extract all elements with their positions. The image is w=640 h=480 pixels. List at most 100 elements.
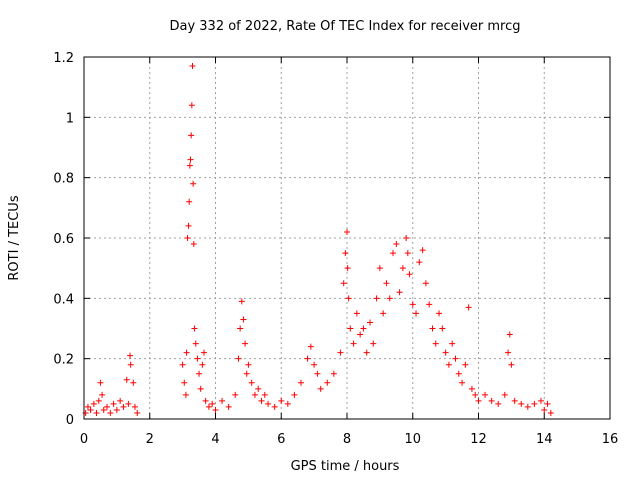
data-point <box>436 310 443 317</box>
data-point <box>390 250 397 257</box>
y-tick-label: 0.6 <box>53 232 74 247</box>
data-point <box>396 289 403 296</box>
data-point <box>409 301 416 308</box>
data-point <box>544 400 551 407</box>
data-point <box>245 361 252 368</box>
data-point <box>130 379 137 386</box>
data-point <box>251 391 258 398</box>
y-tick-label: 0.4 <box>53 292 74 307</box>
data-point <box>445 361 452 368</box>
data-point <box>192 340 199 347</box>
data-point <box>330 370 337 377</box>
data-point <box>186 198 193 205</box>
data-point <box>422 280 429 287</box>
data-point <box>426 301 433 308</box>
data-point <box>188 132 195 139</box>
x-tick-label: 8 <box>343 432 351 447</box>
x-tick-label: 14 <box>536 432 553 447</box>
data-point <box>314 370 321 377</box>
data-point <box>190 241 197 248</box>
data-point <box>475 397 482 404</box>
y-tick-label: 0 <box>66 413 74 428</box>
data-point <box>429 325 436 332</box>
y-tick-label: 0.2 <box>53 353 74 368</box>
data-point <box>360 325 367 332</box>
data-point <box>184 235 191 241</box>
x-tick-label: 0 <box>80 432 88 447</box>
data-point <box>190 180 197 187</box>
x-tick-label: 4 <box>211 432 219 447</box>
data-point <box>337 349 344 356</box>
data-point <box>439 325 446 332</box>
data-point <box>125 400 132 407</box>
data-point <box>505 349 512 356</box>
data-point <box>110 400 117 407</box>
data-point <box>271 403 278 410</box>
data-point <box>212 406 219 413</box>
data-point <box>205 403 212 410</box>
data-point <box>243 370 250 377</box>
data-point <box>107 409 114 416</box>
data-point <box>406 271 413 278</box>
data-point <box>531 400 538 407</box>
data-point <box>127 352 134 359</box>
data-point <box>209 400 216 407</box>
data-point <box>182 391 189 398</box>
data-point <box>307 343 314 350</box>
data-point <box>403 235 410 241</box>
data-points <box>82 63 554 416</box>
data-point <box>393 241 400 248</box>
data-point <box>284 400 291 407</box>
data-point <box>255 385 262 392</box>
data-point <box>97 379 104 386</box>
data-point <box>547 409 554 416</box>
data-point <box>518 400 525 407</box>
data-point <box>350 340 357 347</box>
data-point <box>511 397 518 404</box>
data-point <box>238 298 245 305</box>
data-point <box>186 162 193 169</box>
data-point <box>357 331 364 338</box>
data-point <box>123 376 130 383</box>
data-point <box>117 397 124 404</box>
data-point <box>199 361 206 368</box>
data-point <box>501 391 508 398</box>
data-point <box>386 295 393 302</box>
data-point <box>347 325 354 332</box>
data-point <box>240 316 247 323</box>
data-point <box>87 406 94 413</box>
data-point <box>353 310 360 317</box>
data-point <box>90 400 97 407</box>
grid <box>84 57 610 419</box>
x-tick-label: 10 <box>404 432 421 447</box>
data-point <box>120 403 127 410</box>
data-point <box>344 228 350 235</box>
data-point <box>84 403 91 410</box>
data-point <box>344 265 351 272</box>
data-point <box>373 295 380 302</box>
data-point <box>340 280 347 287</box>
data-point <box>462 361 469 368</box>
data-point <box>187 156 194 163</box>
data-point <box>419 247 426 254</box>
x-tick-label: 2 <box>146 432 154 447</box>
data-point <box>194 355 201 362</box>
data-point <box>311 361 318 368</box>
y-tick-label: 0.8 <box>53 172 74 187</box>
data-point <box>342 250 349 257</box>
data-point <box>93 409 100 416</box>
data-point <box>219 397 226 404</box>
data-point <box>399 265 406 272</box>
data-point <box>324 379 331 386</box>
data-point <box>113 406 120 413</box>
data-point <box>541 406 548 413</box>
data-point <box>468 385 475 392</box>
data-point <box>200 349 207 356</box>
data-point <box>181 379 188 386</box>
data-point <box>413 310 420 317</box>
data-point <box>345 295 352 302</box>
chart-title: Day 332 of 2022, Rate Of TEC Index for r… <box>169 19 520 34</box>
data-point <box>488 397 495 404</box>
data-point <box>304 355 311 362</box>
data-point <box>404 250 411 257</box>
